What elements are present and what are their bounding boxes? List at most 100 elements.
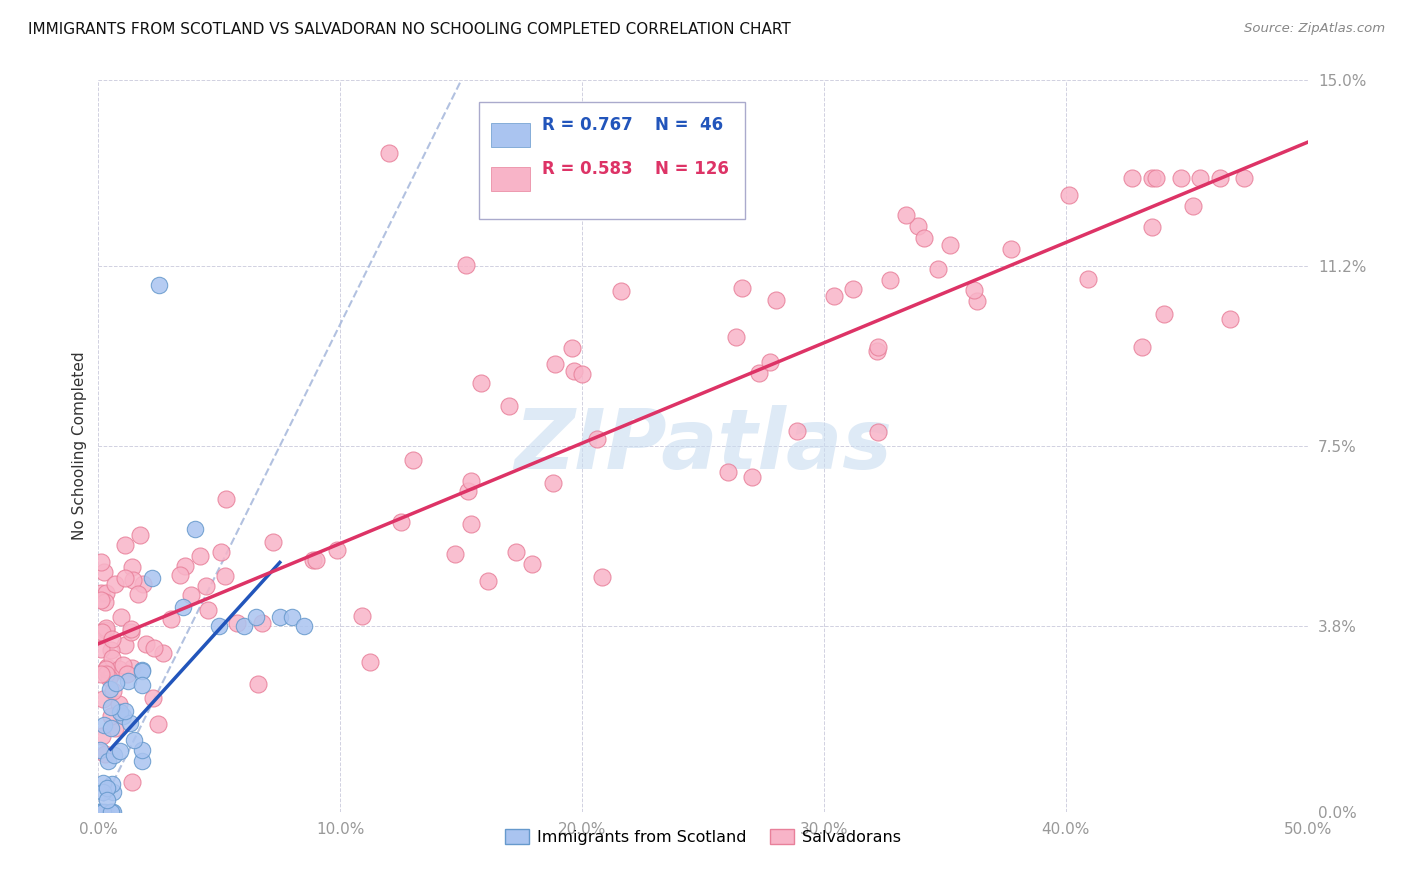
FancyBboxPatch shape [492,123,530,147]
Point [96,667,118,681]
Point [208,619,231,633]
Point [262,534,284,549]
Point [731,281,754,295]
Point [326,542,349,557]
Point [1121,170,1143,185]
Point [90,628,112,642]
Point [505,545,527,559]
Point [105,676,128,690]
Point [823,289,845,303]
Point [389,515,412,529]
Point [152,646,174,660]
Point [894,208,917,222]
Point [98,681,121,696]
Point [359,655,381,669]
Point [131,743,153,757]
Point [522,557,544,571]
Point [89,743,111,757]
Point [759,355,782,369]
Point [122,733,145,747]
Point [121,622,143,636]
Point [868,425,890,439]
Point [214,569,236,583]
Point [786,425,808,439]
Point [112,658,135,673]
Point [1077,272,1099,286]
Point [717,466,740,480]
Point [1000,242,1022,256]
Point [93,785,115,799]
Text: N = 126: N = 126 [655,160,728,178]
Point [114,537,136,551]
Point [246,677,269,691]
Point [93,717,115,731]
Point [561,341,583,355]
Point [127,587,149,601]
Point [93,565,115,579]
Point [100,666,122,681]
Point [591,569,613,583]
Point [562,364,585,378]
Point [741,470,763,484]
Point [101,632,124,646]
Point [103,748,125,763]
Point [101,805,124,819]
Text: ZIPatlas: ZIPatlas [515,406,891,486]
Point [148,278,170,293]
Point [96,793,118,807]
Point [90,641,112,656]
Point [94,662,117,676]
Point [97,755,120,769]
Point [907,219,929,233]
Point [541,475,564,490]
Point [131,663,153,677]
FancyBboxPatch shape [479,103,745,219]
Point [180,588,202,602]
Point [131,754,153,768]
Point [110,609,132,624]
Point [94,585,117,599]
Point [444,548,467,562]
Point [292,619,315,633]
Point [402,453,425,467]
Point [457,484,479,499]
Point [1170,170,1192,185]
Point [1153,307,1175,321]
Point [103,785,125,799]
Point [121,774,143,789]
Point [470,376,492,390]
Point [184,522,207,536]
Point [174,559,197,574]
Point [1130,340,1153,354]
Point [90,586,112,600]
Point [966,294,988,309]
Point [1182,199,1205,213]
Point [100,805,122,819]
Point [96,621,118,635]
Point [87,805,110,819]
Point [232,619,254,633]
Point [112,708,135,723]
Point [114,704,136,718]
Point [131,678,153,692]
Point [225,615,247,630]
Point [94,595,117,609]
Point [98,671,121,685]
Point [89,805,111,819]
Point [121,560,143,574]
Point [91,692,114,706]
Point [110,706,132,720]
Point [131,664,153,678]
Y-axis label: No Schooling Completed: No Schooling Completed [72,351,87,541]
Point [281,609,304,624]
Point [94,805,117,819]
Point [100,642,122,657]
Point [250,616,273,631]
Point [765,293,787,308]
Point [91,805,114,819]
Point [98,805,121,819]
Point [129,528,152,542]
Point [188,549,211,564]
Point [725,330,748,344]
Point [477,574,499,588]
